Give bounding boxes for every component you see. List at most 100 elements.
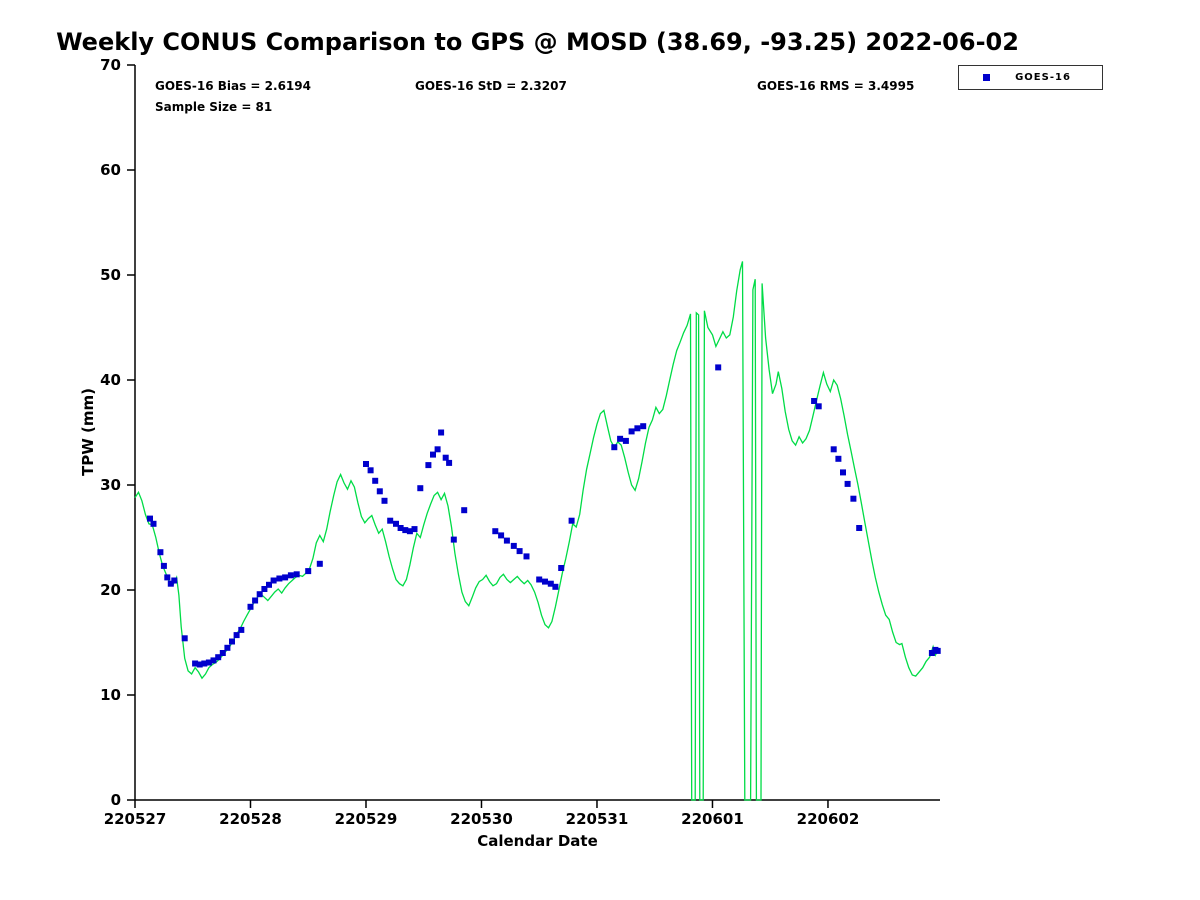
goes16-point — [850, 495, 857, 502]
goes16-point — [238, 626, 245, 633]
stat-sample-size: Sample Size = 81 — [155, 100, 273, 114]
x-tick-label: 220601 — [681, 810, 744, 828]
page-title: Weekly CONUS Comparison to GPS @ MOSD (3… — [56, 28, 1019, 56]
stat-bias: GOES-16 Bias = 2.6194 — [155, 79, 311, 93]
goes16-point — [201, 660, 208, 667]
goes16-point — [287, 572, 294, 579]
y-tick-label: 70 — [100, 56, 121, 74]
goes16-point — [928, 650, 935, 656]
x-tick-label: 220531 — [566, 810, 629, 828]
goes16-point — [523, 553, 530, 560]
y-tick-label: 60 — [100, 161, 121, 179]
goes16-point — [192, 660, 199, 667]
goes16-point — [224, 644, 231, 651]
goes16-point — [147, 515, 153, 522]
goes16-point — [181, 635, 188, 642]
goes16-point — [305, 568, 312, 575]
goes16-point — [233, 632, 240, 639]
goes16-point — [856, 525, 863, 531]
x-tick-label: 220530 — [450, 810, 513, 828]
goes16-point — [411, 526, 418, 533]
goes16-point — [498, 532, 505, 539]
goes16-point — [516, 548, 523, 555]
goes16-point — [830, 446, 837, 453]
goes16-point — [219, 650, 226, 656]
goes16-point — [446, 459, 453, 466]
goes16-point — [316, 560, 323, 567]
stat-std: GOES-16 StD = 2.3207 — [415, 79, 567, 93]
goes16-point — [450, 536, 457, 543]
stat-rms: GOES-16 RMS = 3.4995 — [757, 79, 915, 93]
goes16-point — [270, 577, 277, 584]
goes16-point — [367, 467, 374, 474]
goes16-point — [363, 461, 369, 467]
goes16-point — [293, 571, 300, 578]
goes16-point — [536, 576, 543, 583]
x-tick-label: 220528 — [219, 810, 282, 828]
goes16-point — [205, 659, 212, 666]
goes16-point — [196, 661, 203, 668]
goes16-point — [811, 398, 818, 404]
goes16-point — [835, 455, 842, 462]
goes16-point — [844, 480, 851, 487]
goes16-point — [510, 542, 517, 549]
goes16-point — [934, 647, 941, 654]
gps-line — [134, 261, 939, 801]
goes16-point — [568, 517, 575, 524]
goes16-point — [442, 454, 449, 461]
goes16-point — [256, 591, 263, 598]
goes16-point — [617, 435, 624, 442]
goes16-point — [393, 520, 399, 527]
x-tick-label: 220527 — [104, 810, 167, 828]
goes16-point — [402, 527, 409, 534]
goes16-point — [542, 578, 548, 585]
goes16-point — [171, 577, 178, 584]
goes16-point — [558, 565, 565, 571]
goes16-point — [229, 638, 235, 645]
goes16-point — [167, 580, 174, 587]
y-tick-label: 40 — [100, 371, 121, 389]
goes16-point — [552, 583, 559, 590]
goes16-point — [266, 581, 272, 588]
goes16-point — [210, 657, 217, 664]
y-tick-label: 50 — [100, 266, 121, 284]
goes16-point — [381, 497, 388, 504]
goes16-point — [425, 462, 432, 469]
goes16-point — [628, 428, 635, 435]
goes16-point — [261, 586, 268, 592]
y-tick-label: 0 — [111, 791, 121, 809]
goes16-point — [150, 520, 157, 527]
goes16-point — [461, 507, 468, 514]
goes16-square-marker-icon — [983, 74, 990, 81]
goes16-point — [397, 525, 404, 531]
y-tick-label: 20 — [100, 581, 121, 599]
x-tick-label: 220602 — [797, 810, 860, 828]
goes16-point — [276, 575, 283, 582]
goes16-point — [815, 403, 822, 410]
goes16-point — [372, 477, 379, 484]
legend: GOES-16 — [958, 65, 1103, 90]
goes16-point — [215, 654, 222, 661]
goes16-point — [503, 537, 510, 544]
goes16-point — [715, 364, 722, 371]
goes16-point — [634, 425, 641, 432]
goes16-point — [157, 549, 164, 556]
goes16-point — [406, 528, 413, 535]
goes16-point — [622, 437, 629, 444]
goes16-point — [611, 444, 618, 451]
goes16-point — [247, 603, 254, 610]
y-tick-label: 10 — [100, 686, 121, 704]
goes16-point — [840, 469, 846, 476]
goes16-point — [387, 517, 394, 524]
goes16-point — [417, 485, 424, 492]
goes16-point — [430, 451, 436, 458]
legend-label-goes16: GOES-16 — [1015, 72, 1071, 83]
y-tick-label: 30 — [100, 476, 121, 494]
goes16-point — [438, 429, 445, 436]
goes16-point — [376, 488, 383, 495]
goes16-point — [640, 423, 647, 430]
goes16-point — [164, 574, 171, 581]
x-axis-label: Calendar Date — [477, 832, 598, 850]
